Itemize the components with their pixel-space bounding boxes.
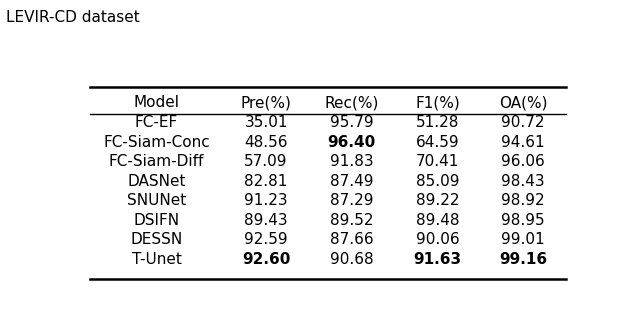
Text: Model: Model [134,95,180,110]
Text: 89.52: 89.52 [330,213,374,228]
Text: 51.28: 51.28 [416,115,460,131]
Text: 87.29: 87.29 [330,193,374,208]
Text: 89.22: 89.22 [416,193,460,208]
Text: SNUNet: SNUNet [127,193,186,208]
Text: 82.81: 82.81 [244,174,288,189]
Text: 98.92: 98.92 [501,193,545,208]
Text: Pre(%): Pre(%) [241,95,292,110]
Text: 96.06: 96.06 [501,154,545,169]
Text: 89.48: 89.48 [416,213,460,228]
Text: OA(%): OA(%) [499,95,547,110]
Text: 70.41: 70.41 [416,154,460,169]
Text: FC-Siam-Conc: FC-Siam-Conc [103,135,210,150]
Text: 90.06: 90.06 [416,232,460,247]
Text: DSIFN: DSIFN [134,213,180,228]
Text: 91.23: 91.23 [244,193,288,208]
Text: 85.09: 85.09 [416,174,460,189]
Text: 98.95: 98.95 [501,213,545,228]
Text: 89.43: 89.43 [244,213,288,228]
Text: DASNet: DASNet [127,174,186,189]
Text: 92.59: 92.59 [244,232,288,247]
Text: 98.43: 98.43 [501,174,545,189]
Text: 90.68: 90.68 [330,252,374,267]
Text: 87.49: 87.49 [330,174,374,189]
Text: Rec(%): Rec(%) [324,95,379,110]
Text: DESSN: DESSN [131,232,182,247]
Text: 94.61: 94.61 [501,135,545,150]
Text: T-Unet: T-Unet [132,252,182,267]
Text: FC-EF: FC-EF [135,115,178,131]
Text: 91.63: 91.63 [413,252,461,267]
Text: 99.16: 99.16 [499,252,547,267]
Text: 99.01: 99.01 [501,232,545,247]
Text: 91.83: 91.83 [330,154,374,169]
Text: F1(%): F1(%) [415,95,460,110]
Text: 90.72: 90.72 [502,115,545,131]
Text: 48.56: 48.56 [244,135,288,150]
Text: 87.66: 87.66 [330,232,374,247]
Text: 95.79: 95.79 [330,115,374,131]
Text: 57.09: 57.09 [244,154,288,169]
Text: 64.59: 64.59 [416,135,460,150]
Text: LEVIR-CD dataset: LEVIR-CD dataset [6,10,140,25]
Text: 92.60: 92.60 [242,252,291,267]
Text: 96.40: 96.40 [328,135,376,150]
Text: FC-Siam-Diff: FC-Siam-Diff [109,154,204,169]
Text: 35.01: 35.01 [244,115,288,131]
